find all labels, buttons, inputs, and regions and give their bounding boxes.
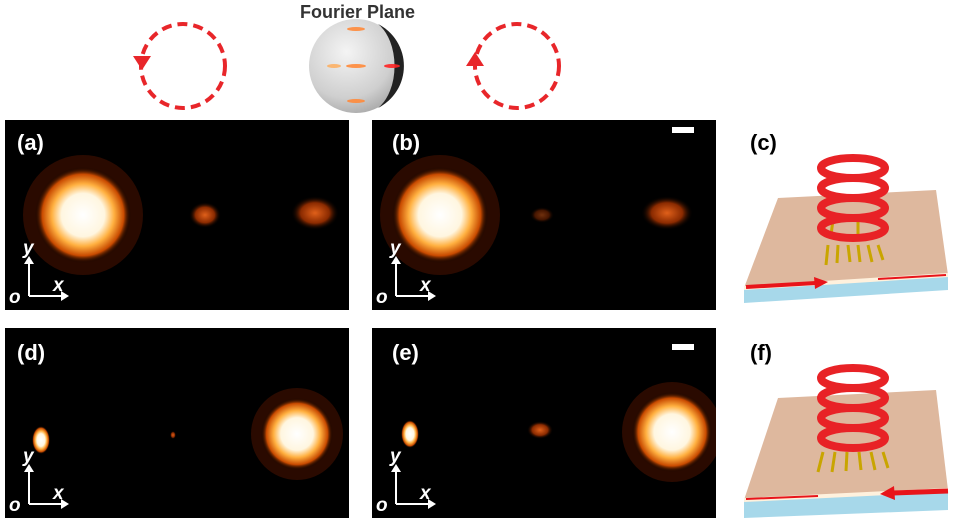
axis-x-label-d: x	[53, 483, 64, 504]
panel-c-helix-illustration	[743, 154, 949, 303]
panel-a: (a) y o x	[5, 120, 349, 310]
axis-origin-label-b: o	[376, 287, 388, 308]
panel-label-a: (a)	[17, 130, 44, 155]
panel-a-image	[23, 155, 339, 275]
axis-arrows-d	[24, 464, 69, 509]
axis-x-label-e: x	[420, 483, 431, 504]
axis-origin-label-d: o	[9, 495, 21, 516]
top-illustration	[133, 19, 561, 113]
panel-label-f: (f)	[750, 340, 772, 365]
panel-e: (e) y o x	[372, 328, 716, 518]
axis-origin-label-e: o	[376, 495, 388, 516]
fourier-plane-sphere	[309, 19, 404, 113]
axis-x-label-b: x	[420, 275, 431, 296]
panel-f-helix-illustration	[743, 364, 949, 518]
scale-bar-b	[672, 127, 694, 133]
axis-y-label-e: y	[390, 446, 401, 467]
axis-y-label-a: y	[23, 238, 34, 259]
panel-label-c: (c)	[750, 130, 777, 155]
panel-e-image	[401, 382, 716, 482]
panel-d: (d) y o x	[5, 328, 349, 518]
axis-y-label-d: y	[23, 446, 34, 467]
scale-bar-e	[672, 344, 694, 350]
axis-arrows-e	[391, 464, 436, 509]
panel-b-image	[380, 155, 693, 275]
panel-d-image	[32, 388, 343, 480]
panel-label-b: (b)	[392, 130, 421, 155]
axis-x-label-a: x	[53, 275, 64, 296]
axis-arrows-a	[24, 256, 69, 301]
panel-label-e: (e)	[392, 340, 419, 365]
axis-origin-label-a: o	[9, 287, 21, 308]
right-circular-polarization-icon	[466, 22, 561, 110]
left-circular-polarization-icon	[133, 22, 227, 110]
axis-y-label-b: y	[390, 238, 401, 259]
axis-arrows-b	[391, 256, 436, 301]
fourier-plane-title: Fourier Plane	[300, 2, 416, 22]
panel-b: (b) y o x	[372, 120, 716, 310]
panel-label-d: (d)	[17, 340, 46, 365]
